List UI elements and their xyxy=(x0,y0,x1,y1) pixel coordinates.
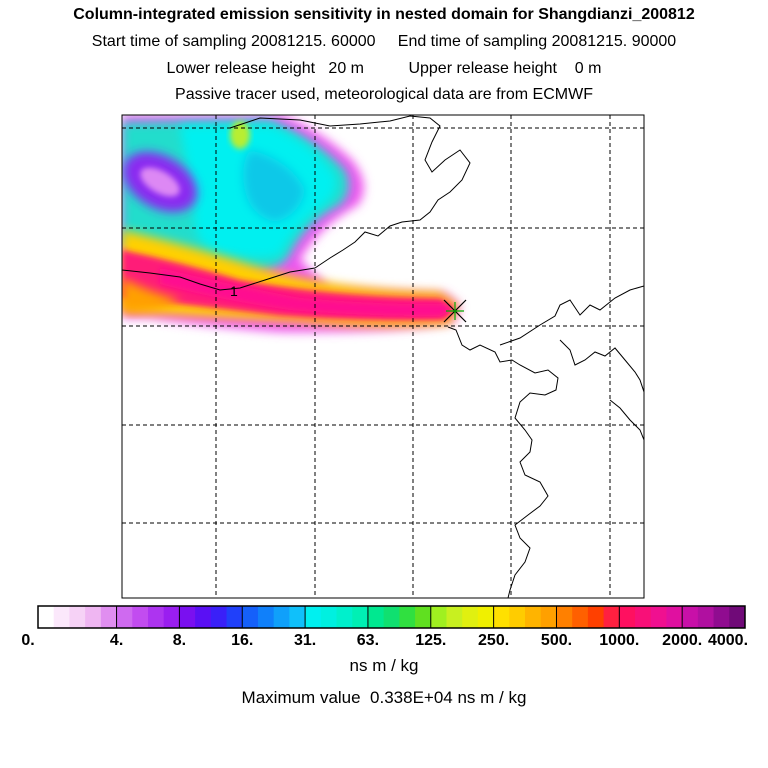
colorbar-swatch xyxy=(195,606,212,628)
colorbar-swatch xyxy=(132,606,149,628)
colorbar-tick-label: 4. xyxy=(110,632,123,649)
colorbar-swatch xyxy=(587,606,605,628)
colorbar-swatch xyxy=(525,606,542,628)
receptor-marker xyxy=(443,299,467,323)
sensitivity-field xyxy=(122,115,460,333)
colorbar-tick-label: 1000. xyxy=(599,632,639,649)
colorbar-swatch xyxy=(273,606,290,628)
maximum-value: Maximum value 0.338E+04 ns m / kg xyxy=(241,688,527,707)
colorbar-swatch xyxy=(509,606,526,628)
colorbar-swatch xyxy=(572,606,589,628)
colorbar-tick-label: 0. xyxy=(21,632,34,649)
purple-blob-core xyxy=(140,167,180,197)
colorbar-tick-label: 63. xyxy=(357,632,379,649)
colorbar-swatch xyxy=(697,606,715,628)
map-title: Column-integrated emission sensitivity i… xyxy=(73,6,695,23)
colorbar-swatch xyxy=(179,606,196,628)
trajectory-label: 1 xyxy=(230,283,238,299)
colorbar-tick-label: 4000. xyxy=(708,632,748,649)
colorbar-swatch xyxy=(352,606,369,628)
colorbar-swatch xyxy=(383,606,400,628)
colorbar-swatch xyxy=(415,606,432,628)
colorbar-swatch xyxy=(53,606,70,628)
korea-coast xyxy=(609,399,644,441)
colorbar-swatch xyxy=(305,606,322,628)
colorbar-tick-label: 8. xyxy=(173,632,186,649)
graticule xyxy=(122,115,644,598)
colorbar-swatch xyxy=(147,606,165,628)
colorbar-swatch xyxy=(430,606,447,628)
colorbar-swatch xyxy=(603,606,620,628)
colorbar-swatch xyxy=(226,606,243,628)
coastlines xyxy=(122,115,644,598)
colorbar-swatch xyxy=(666,606,683,628)
colorbar-swatch xyxy=(635,606,652,628)
colorbar-swatch xyxy=(242,606,259,628)
colorbar-unit: ns m / kg xyxy=(349,656,419,675)
colorbar-swatch xyxy=(336,606,353,628)
release-height: Lower release height 20 m Upper release … xyxy=(166,60,602,77)
tracer-info: Passive tracer used, meteorological data… xyxy=(175,86,593,103)
colorbar-tick-label: 125. xyxy=(415,632,446,649)
sampling-time: Start time of sampling 20081215. 60000 E… xyxy=(91,33,677,50)
colorbar-swatch xyxy=(367,606,385,628)
colorbar-tick-labels: 0. 4. 8. 16. 31. 63. 125. 250. 500. 1000. 2000. 400… xyxy=(21,632,748,649)
border-line xyxy=(122,267,316,291)
colorbar-swatch xyxy=(556,606,573,628)
colorbar-tick-label: 16. xyxy=(231,632,253,649)
colorbar-swatch xyxy=(650,606,667,628)
band-core xyxy=(160,268,450,316)
colorbar-swatch xyxy=(320,606,338,628)
colorbar-swatch xyxy=(163,606,180,628)
colorbar-swatch xyxy=(493,606,510,628)
yellow-tongue xyxy=(230,121,250,149)
coast-fragment xyxy=(559,339,644,393)
colorbar-swatch xyxy=(682,606,699,628)
colorbar-swatch xyxy=(446,606,463,628)
colorbar-swatch xyxy=(540,606,557,628)
colorbar-swatch xyxy=(399,606,416,628)
colorbar-frame xyxy=(37,605,746,629)
peninsula xyxy=(499,285,644,346)
colorbar-swatch xyxy=(619,606,636,628)
colorbar-swatch xyxy=(69,606,86,628)
coastline-east xyxy=(447,326,559,598)
colorbar-swatch xyxy=(289,606,306,628)
colorbar-swatch xyxy=(477,606,495,628)
colorbar-swatch xyxy=(729,606,746,628)
colorbar-swatch xyxy=(38,606,55,628)
colorbar-swatch xyxy=(116,606,133,628)
colorbar-swatch xyxy=(210,606,228,628)
band-orange-left xyxy=(122,278,180,312)
coastline-north xyxy=(229,115,471,269)
colorbar-swatch xyxy=(713,606,730,628)
colorbar-tick-label: 250. xyxy=(478,632,509,649)
colorbar-swatch xyxy=(100,606,118,628)
colorbar-tick-label: 31. xyxy=(294,632,316,649)
colorbar-swatch xyxy=(85,606,102,628)
colorbar-swatch xyxy=(462,606,479,628)
colorbar xyxy=(38,606,746,628)
colorbar-swatch xyxy=(257,606,275,628)
map-frame xyxy=(121,114,645,599)
plume-teal-center xyxy=(243,150,305,222)
colorbar-tick-label: 500. xyxy=(541,632,572,649)
colorbar-tick-label: 2000. xyxy=(662,632,702,649)
